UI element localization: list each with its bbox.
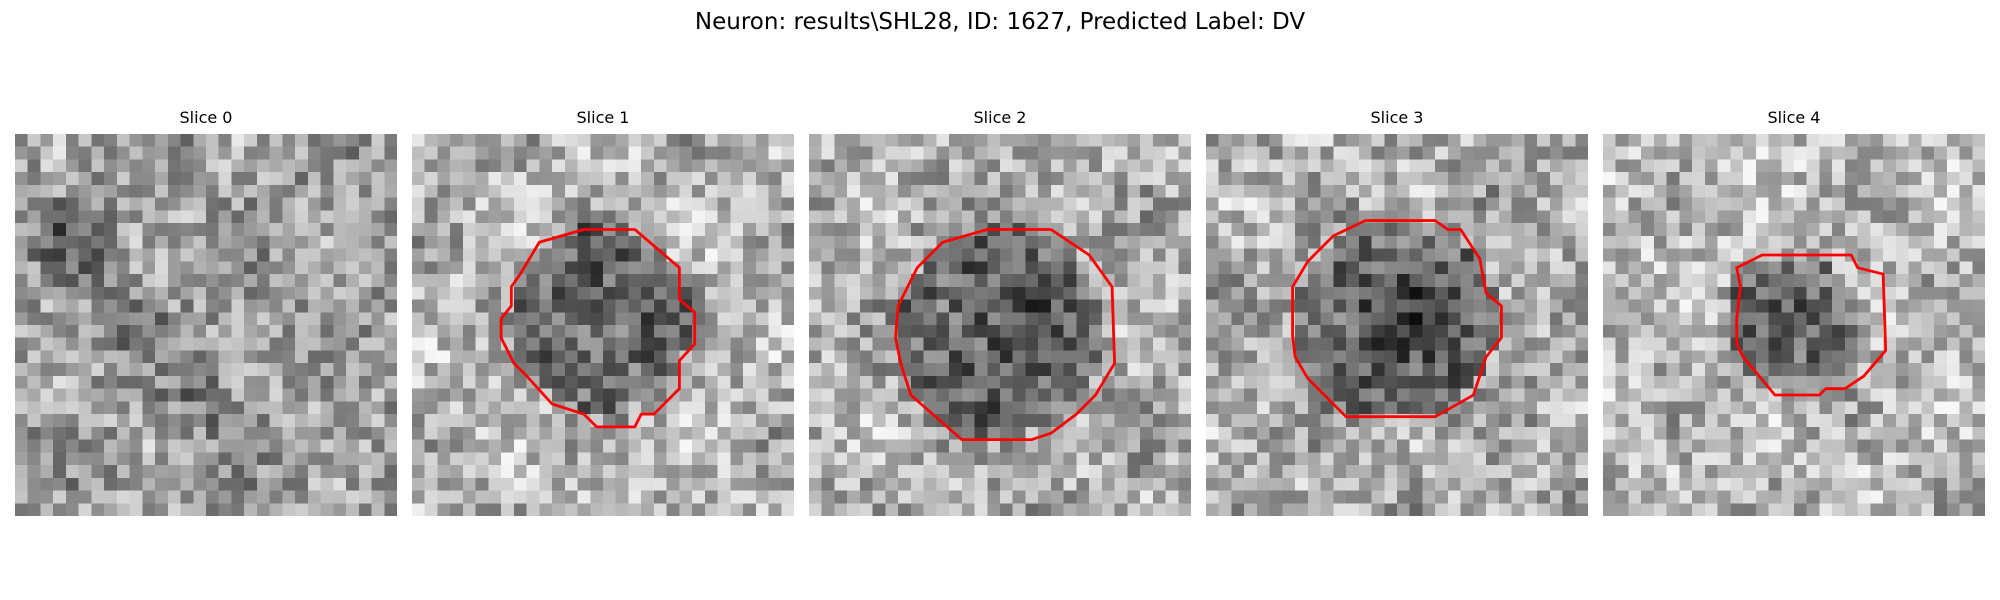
cell-contour-1 bbox=[499, 228, 697, 429]
slice-image-1 bbox=[412, 134, 794, 516]
slice-image-2 bbox=[809, 134, 1191, 516]
slice-title-0: Slice 0 bbox=[179, 108, 233, 127]
cell-contour-3 bbox=[1291, 219, 1503, 419]
cell-contour-2 bbox=[894, 228, 1117, 442]
slice-title-4: Slice 4 bbox=[1767, 108, 1821, 127]
slice-image-4 bbox=[1603, 134, 1985, 516]
figure-title: Neuron: results\SHL28, ID: 1627, Predict… bbox=[694, 9, 1306, 35]
slice-image-0 bbox=[15, 134, 397, 516]
slice-title-2: Slice 2 bbox=[973, 108, 1027, 127]
cell-contour-4 bbox=[1735, 253, 1888, 397]
slice-title-1: Slice 1 bbox=[576, 108, 630, 127]
slice-image-3 bbox=[1206, 134, 1588, 516]
slice-title-3: Slice 3 bbox=[1370, 108, 1424, 127]
